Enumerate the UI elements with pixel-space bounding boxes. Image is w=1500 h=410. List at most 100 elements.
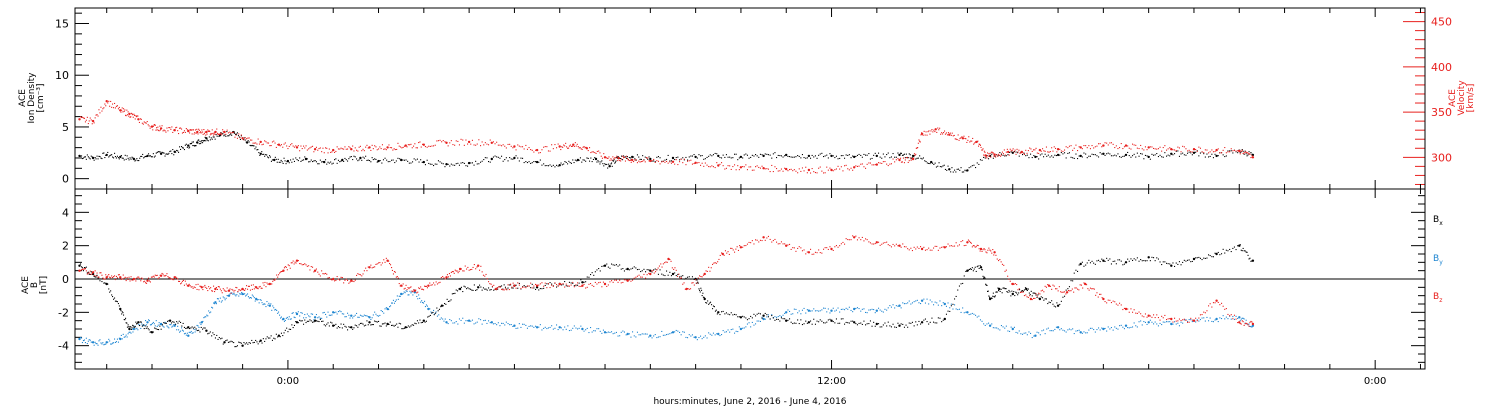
trace-dot bbox=[457, 162, 459, 164]
trace-dot bbox=[632, 267, 634, 269]
trace-dot bbox=[818, 154, 820, 156]
trace-dot bbox=[610, 158, 612, 160]
trace-dot bbox=[698, 162, 700, 164]
trace-dot bbox=[919, 141, 921, 143]
trace-dot bbox=[1237, 317, 1239, 319]
trace-dot bbox=[1185, 148, 1187, 150]
data-point bbox=[762, 236, 765, 239]
trace-dot bbox=[1141, 315, 1143, 317]
trace-dot bbox=[277, 144, 279, 146]
trace-dot bbox=[488, 144, 490, 146]
trace-dot bbox=[405, 290, 407, 292]
trace-dot bbox=[83, 156, 85, 158]
trace-dot bbox=[1172, 323, 1174, 325]
trace-dot bbox=[420, 286, 422, 288]
trace-dot bbox=[439, 318, 441, 320]
trace-dot bbox=[280, 317, 282, 319]
trace-dot bbox=[507, 284, 509, 286]
trace-dot bbox=[292, 145, 294, 147]
trace-dot bbox=[365, 315, 367, 317]
trace-dot bbox=[1018, 330, 1020, 332]
trace-dot bbox=[619, 279, 621, 281]
trace-dot bbox=[114, 152, 116, 154]
trace-dot bbox=[244, 289, 246, 291]
trace-dot bbox=[986, 157, 988, 159]
trace-dot bbox=[109, 340, 111, 342]
trace-dot bbox=[172, 149, 174, 151]
trace-dot bbox=[705, 270, 707, 272]
trace-dot bbox=[180, 283, 182, 285]
trace-dot bbox=[437, 140, 439, 142]
trace-dot bbox=[197, 139, 199, 141]
trace-dot bbox=[920, 323, 922, 325]
trace-dot bbox=[362, 323, 364, 325]
trace-dot bbox=[285, 317, 287, 319]
trace-dot bbox=[954, 169, 956, 171]
trace-dot bbox=[1164, 145, 1166, 147]
trace-dot bbox=[297, 322, 299, 324]
trace-dot bbox=[699, 275, 701, 277]
trace-dot bbox=[200, 143, 202, 145]
data-point bbox=[535, 284, 539, 287]
trace-dot bbox=[889, 245, 891, 247]
trace-dot bbox=[847, 322, 849, 324]
trace-dot bbox=[985, 156, 987, 158]
trace-dot bbox=[1074, 287, 1076, 289]
trace-dot bbox=[580, 279, 582, 281]
data-point bbox=[146, 321, 149, 324]
trace-dot bbox=[336, 146, 338, 148]
trace-dot bbox=[635, 159, 637, 161]
trace-dot bbox=[703, 296, 705, 298]
trace-dot bbox=[957, 309, 959, 311]
trace-dot bbox=[348, 314, 350, 316]
trace-dot bbox=[758, 312, 760, 314]
trace-dot bbox=[984, 157, 986, 159]
trace-dot bbox=[125, 317, 127, 319]
trace-dot bbox=[484, 319, 486, 321]
trace-dot bbox=[409, 290, 411, 292]
data-point bbox=[241, 137, 244, 140]
trace-dot bbox=[777, 316, 779, 318]
trace-dot bbox=[1136, 257, 1138, 259]
trace-dot bbox=[1093, 262, 1095, 264]
trace-dot bbox=[702, 292, 704, 294]
trace-dot bbox=[100, 342, 102, 344]
trace-dot bbox=[955, 242, 957, 244]
trace-dot bbox=[371, 267, 373, 269]
trace-dot bbox=[709, 302, 711, 304]
data-point bbox=[386, 322, 389, 326]
trace-dot bbox=[440, 317, 442, 319]
trace-dot bbox=[955, 138, 957, 140]
trace-dot bbox=[309, 269, 311, 271]
data-point bbox=[667, 257, 670, 261]
trace-dot bbox=[860, 239, 862, 241]
trace-dot bbox=[447, 323, 449, 325]
trace-dot bbox=[567, 325, 569, 327]
trace-dot bbox=[81, 116, 83, 118]
trace-dot bbox=[370, 264, 372, 266]
trace-dot bbox=[987, 155, 989, 157]
trace-dot bbox=[494, 288, 496, 290]
trace-dot bbox=[455, 289, 457, 291]
trace-dot bbox=[1094, 263, 1096, 265]
trace-dot bbox=[664, 159, 666, 161]
data-point bbox=[259, 140, 262, 144]
trace-dot bbox=[805, 157, 807, 159]
trace-dot bbox=[1077, 330, 1079, 332]
trace-dot bbox=[777, 170, 779, 172]
legend-subscript: z bbox=[1439, 297, 1442, 304]
trace-dot bbox=[998, 153, 1000, 155]
trace-dot bbox=[582, 146, 584, 148]
trace-dot bbox=[262, 304, 264, 306]
trace-dot bbox=[917, 147, 919, 149]
trace-dot bbox=[183, 326, 185, 328]
trace-dot bbox=[1230, 318, 1232, 320]
trace-dot bbox=[852, 155, 854, 157]
trace-dot bbox=[999, 329, 1001, 331]
trace-dot bbox=[682, 157, 684, 159]
trace-dot bbox=[125, 280, 127, 282]
trace-dot bbox=[633, 335, 635, 337]
trace-dot bbox=[1149, 158, 1151, 160]
trace-dot bbox=[309, 319, 311, 321]
trace-dot bbox=[284, 160, 286, 162]
